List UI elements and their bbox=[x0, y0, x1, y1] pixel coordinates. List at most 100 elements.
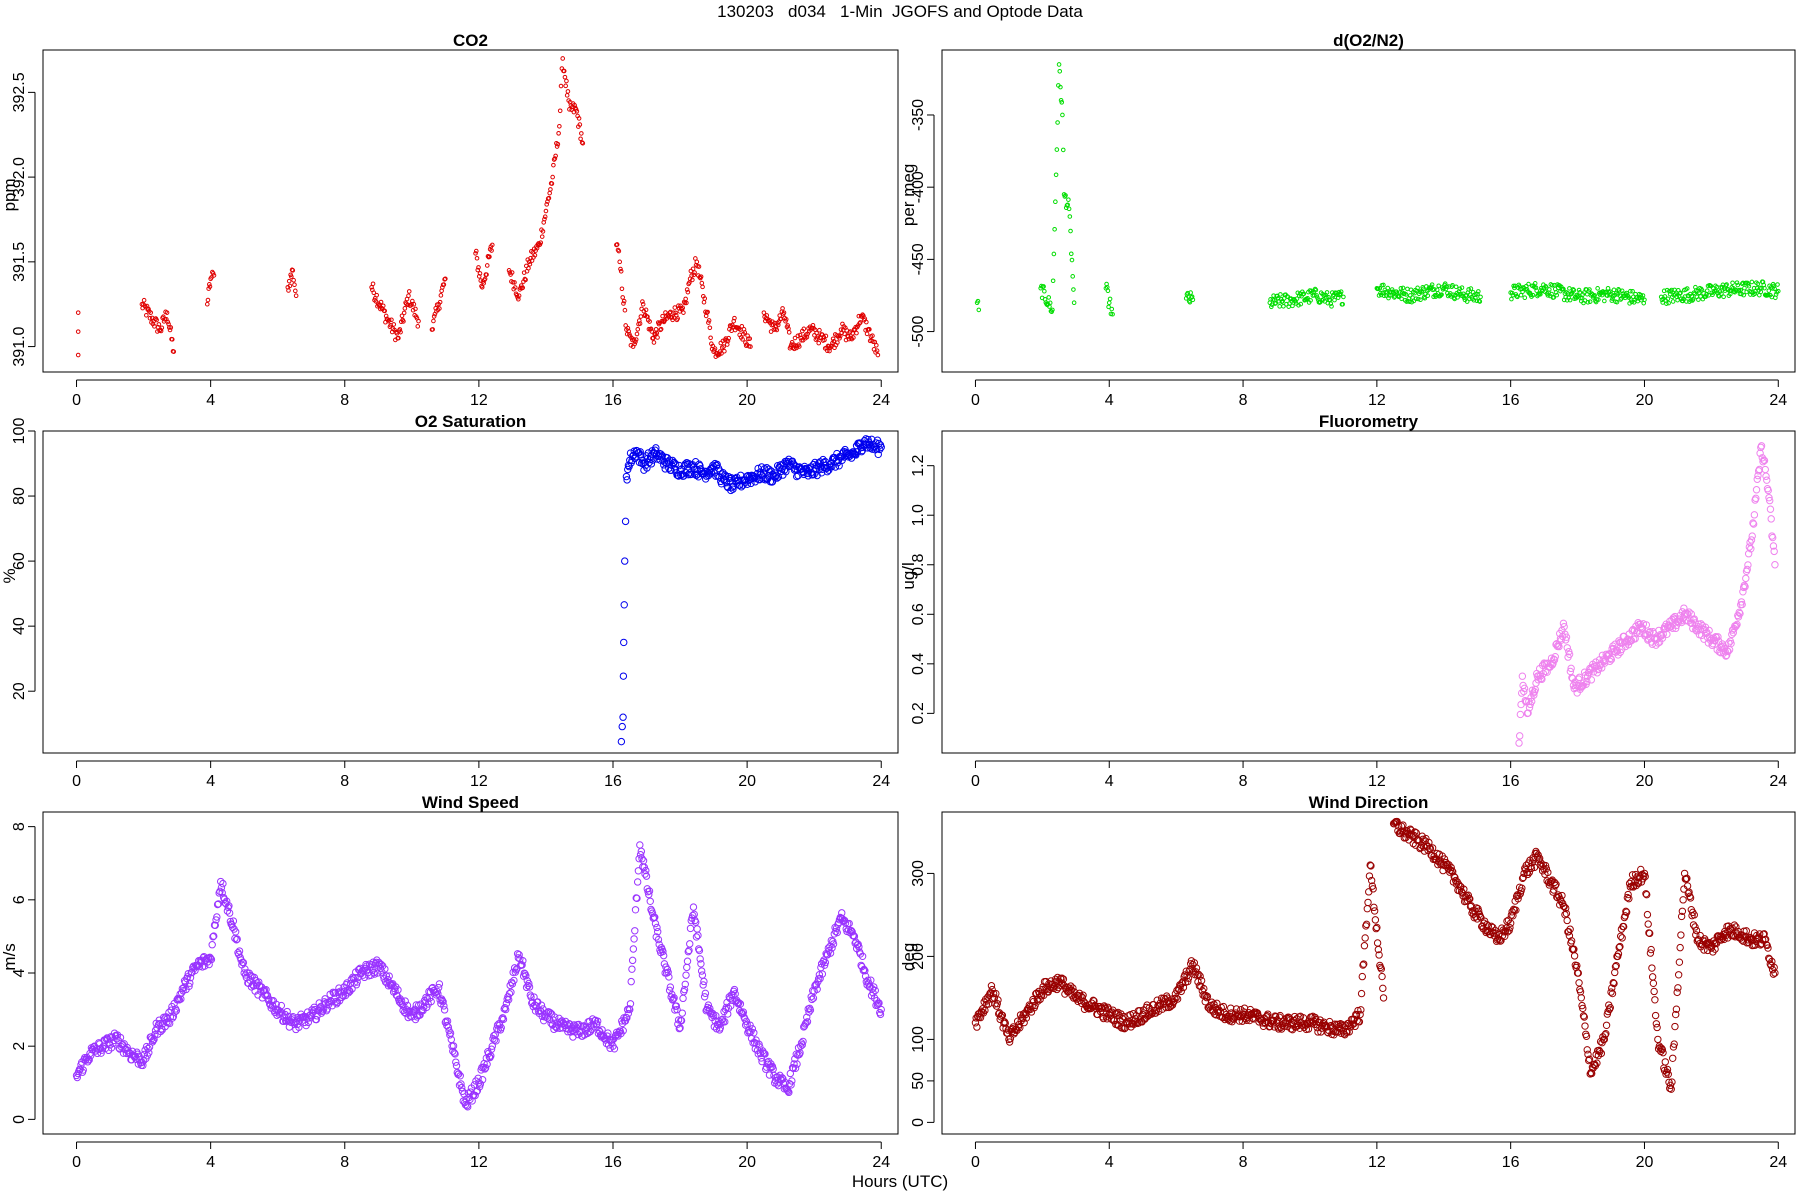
y-tick-label: 0.8 bbox=[910, 554, 927, 576]
data-point bbox=[1651, 996, 1659, 1004]
data-point bbox=[1280, 1022, 1289, 1030]
data-point bbox=[1450, 282, 1455, 288]
data-point bbox=[1379, 984, 1387, 993]
data-point bbox=[1069, 257, 1075, 263]
data-point bbox=[849, 449, 858, 457]
y-tick-label: 4 bbox=[11, 968, 28, 977]
data-point bbox=[1541, 861, 1550, 870]
data-point bbox=[1670, 299, 1676, 304]
data-point bbox=[523, 277, 528, 283]
x-tick-label: 20 bbox=[1636, 1154, 1654, 1171]
data-point bbox=[510, 280, 516, 285]
data-point bbox=[819, 455, 827, 464]
data-point bbox=[283, 1007, 291, 1016]
data-point bbox=[645, 887, 654, 895]
data-point bbox=[435, 980, 444, 988]
data-point bbox=[1567, 286, 1572, 291]
data-point bbox=[547, 190, 552, 196]
data-point bbox=[1669, 1054, 1677, 1063]
data-point bbox=[708, 335, 713, 341]
data-point bbox=[716, 1024, 724, 1032]
data-point bbox=[643, 307, 649, 313]
data-point bbox=[1582, 1032, 1591, 1040]
data-point bbox=[553, 153, 558, 159]
data-point bbox=[443, 1021, 451, 1030]
data-point bbox=[660, 313, 665, 319]
x-tick-label: 12 bbox=[470, 392, 488, 409]
data-point bbox=[391, 322, 397, 327]
data-point bbox=[702, 296, 708, 301]
data-point bbox=[557, 108, 563, 114]
data-point bbox=[518, 961, 526, 969]
data-point bbox=[689, 273, 694, 278]
data-point bbox=[1497, 936, 1505, 945]
data-point bbox=[264, 996, 272, 1004]
data-point bbox=[646, 897, 654, 905]
data-point bbox=[1764, 486, 1772, 495]
data-point bbox=[870, 333, 875, 339]
data-point bbox=[1290, 303, 1295, 309]
data-point bbox=[477, 271, 483, 276]
data-point bbox=[876, 1010, 885, 1019]
data-point bbox=[1767, 515, 1775, 523]
data-point bbox=[736, 1000, 745, 1008]
data-point bbox=[1760, 456, 1769, 465]
data-point bbox=[1591, 293, 1597, 299]
data-point bbox=[1338, 291, 1343, 297]
data-point bbox=[75, 352, 81, 358]
data-point bbox=[549, 181, 555, 186]
data-point bbox=[1560, 902, 1568, 911]
data-point bbox=[145, 1049, 153, 1057]
data-point bbox=[538, 240, 544, 245]
data-point bbox=[1682, 875, 1690, 883]
data-point bbox=[1357, 989, 1366, 998]
data-point bbox=[1657, 1044, 1666, 1053]
data-point bbox=[1640, 293, 1646, 298]
data-point bbox=[677, 1016, 686, 1025]
data-point bbox=[1530, 691, 1538, 699]
data-point bbox=[809, 460, 818, 469]
data-point bbox=[1666, 300, 1671, 306]
data-point bbox=[1574, 969, 1583, 977]
data-point bbox=[684, 300, 689, 306]
data-point bbox=[388, 981, 396, 989]
data-point bbox=[1559, 619, 1568, 628]
data-point bbox=[1505, 926, 1513, 935]
data-point bbox=[700, 284, 705, 290]
data-point bbox=[707, 325, 713, 331]
data-point bbox=[877, 443, 885, 451]
data-point bbox=[1451, 873, 1459, 882]
series-points bbox=[1515, 442, 1779, 747]
data-point bbox=[1363, 904, 1372, 913]
data-point bbox=[1436, 283, 1441, 289]
y-tick-label: 0.6 bbox=[910, 603, 927, 625]
data-point bbox=[1374, 945, 1383, 954]
data-point bbox=[1357, 1006, 1365, 1014]
data-point bbox=[767, 467, 775, 475]
data-point bbox=[113, 1035, 121, 1043]
data-point bbox=[211, 921, 219, 930]
data-point bbox=[206, 954, 215, 963]
data-point bbox=[853, 941, 862, 949]
data-point bbox=[593, 1017, 602, 1025]
data-point bbox=[1576, 287, 1582, 293]
x-tick-label: 0 bbox=[72, 392, 81, 409]
data-point bbox=[1107, 296, 1113, 302]
data-point bbox=[437, 299, 443, 305]
data-point bbox=[1512, 906, 1520, 914]
data-point bbox=[204, 301, 210, 307]
x-tick-label: 16 bbox=[1502, 392, 1520, 409]
data-point bbox=[1515, 739, 1523, 747]
data-point bbox=[874, 348, 880, 354]
data-point bbox=[1290, 1012, 1299, 1021]
data-point bbox=[856, 950, 865, 958]
data-point bbox=[427, 997, 435, 1006]
data-point bbox=[826, 949, 835, 957]
data-point bbox=[1364, 898, 1372, 907]
x-tick-label: 24 bbox=[872, 1154, 890, 1171]
data-point bbox=[858, 320, 863, 325]
data-point bbox=[673, 1005, 681, 1014]
data-point bbox=[739, 1008, 748, 1016]
data-point bbox=[676, 1024, 684, 1032]
data-point bbox=[1050, 307, 1055, 313]
